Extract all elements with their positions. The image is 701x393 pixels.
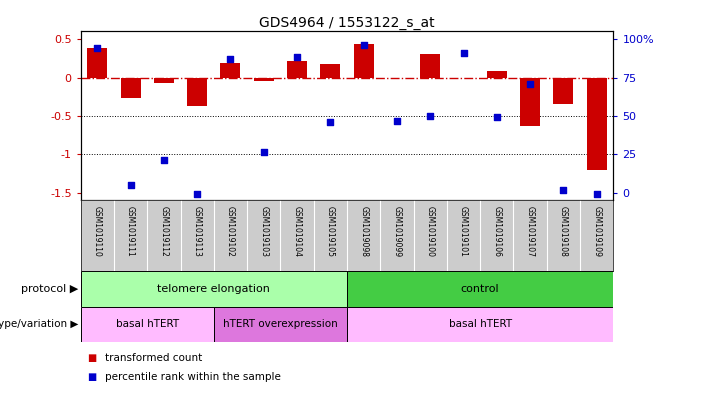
Text: GSM1019104: GSM1019104 <box>292 206 301 257</box>
Text: protocol ▶: protocol ▶ <box>21 284 79 294</box>
Text: telomere elongation: telomere elongation <box>157 284 271 294</box>
Text: GSM1019108: GSM1019108 <box>559 206 568 257</box>
Point <box>391 118 402 124</box>
Point <box>325 119 336 125</box>
Bar <box>587 77 606 170</box>
Text: ■: ■ <box>88 372 97 382</box>
Text: GSM1019112: GSM1019112 <box>159 206 168 257</box>
Bar <box>454 77 474 78</box>
Text: GSM1019099: GSM1019099 <box>393 206 402 257</box>
Text: genotype/variation ▶: genotype/variation ▶ <box>0 319 79 329</box>
Text: GSM1019102: GSM1019102 <box>226 206 235 257</box>
Bar <box>187 77 207 106</box>
Bar <box>486 72 507 77</box>
Text: GSM1019101: GSM1019101 <box>459 206 468 257</box>
Text: control: control <box>461 284 500 294</box>
Title: GDS4964 / 1553122_s_at: GDS4964 / 1553122_s_at <box>259 17 435 30</box>
Point <box>191 191 203 197</box>
Point <box>158 156 170 163</box>
Point <box>225 56 236 62</box>
Text: GSM1019111: GSM1019111 <box>126 206 135 257</box>
Bar <box>214 307 347 342</box>
Point <box>125 182 136 188</box>
Text: GSM1019098: GSM1019098 <box>359 206 368 257</box>
Point <box>425 113 436 119</box>
Bar <box>520 77 540 126</box>
Text: GSM1019113: GSM1019113 <box>193 206 202 257</box>
Point <box>491 114 503 121</box>
Bar <box>320 64 341 77</box>
Point <box>558 187 569 194</box>
Bar <box>347 307 613 342</box>
Text: GSM1019110: GSM1019110 <box>93 206 102 257</box>
Point <box>92 44 103 51</box>
Text: basal hTERT: basal hTERT <box>449 319 512 329</box>
Bar <box>421 54 440 77</box>
Bar <box>287 61 307 77</box>
Point <box>524 81 536 87</box>
Point <box>458 50 469 56</box>
Point <box>258 149 269 155</box>
Text: hTERT overexpression: hTERT overexpression <box>223 319 338 329</box>
Point <box>358 42 369 48</box>
Text: GSM1019105: GSM1019105 <box>326 206 335 257</box>
Text: GSM1019106: GSM1019106 <box>492 206 501 257</box>
Bar <box>221 63 240 77</box>
Text: percentile rank within the sample: percentile rank within the sample <box>105 372 281 382</box>
Bar <box>121 77 140 98</box>
Text: GSM1019109: GSM1019109 <box>592 206 601 257</box>
Point <box>292 54 303 60</box>
Bar <box>354 44 374 77</box>
Text: basal hTERT: basal hTERT <box>116 319 179 329</box>
Bar <box>254 77 273 81</box>
Bar <box>387 77 407 78</box>
Bar <box>81 307 214 342</box>
Point <box>591 191 602 197</box>
Bar <box>154 77 174 83</box>
Text: GSM1019107: GSM1019107 <box>526 206 535 257</box>
Bar <box>81 271 347 307</box>
Bar <box>554 77 573 105</box>
Text: GSM1019103: GSM1019103 <box>259 206 268 257</box>
Text: transformed count: transformed count <box>105 353 203 364</box>
Text: GSM1019100: GSM1019100 <box>426 206 435 257</box>
Bar <box>88 48 107 77</box>
Text: ■: ■ <box>88 353 97 364</box>
Bar <box>347 271 613 307</box>
